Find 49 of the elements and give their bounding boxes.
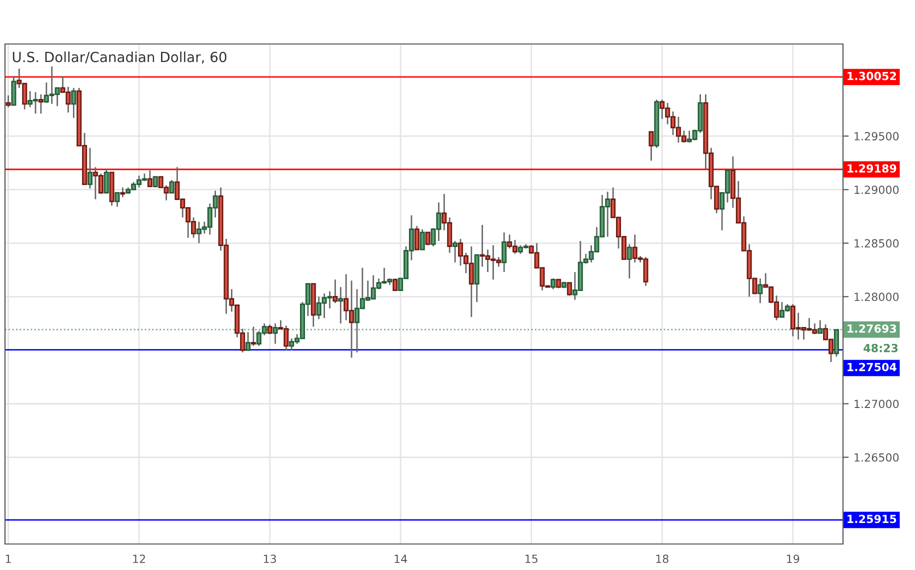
candlestick	[332, 278, 338, 304]
candlestick	[38, 94, 44, 114]
y-tick-label: 1.26500	[854, 453, 899, 462]
candlestick	[502, 232, 507, 273]
candlestick	[114, 192, 120, 208]
y-tick-label: 1.27000	[854, 400, 899, 408]
chart-title: U.S. Dollar/Canadian Dollar, 60	[12, 52, 226, 64]
candlestick	[88, 147, 92, 190]
candlestick	[120, 186, 126, 198]
y-tick-label: 1.29000	[854, 186, 899, 194]
candlestick	[414, 225, 420, 250]
candlestick	[452, 240, 458, 264]
candlestick	[147, 170, 152, 188]
candlestick	[246, 331, 250, 351]
ref-line-label: 1.25915	[848, 514, 896, 524]
candlestick	[169, 179, 174, 194]
candlestick	[420, 228, 425, 250]
candlestick	[425, 232, 430, 246]
candlestick	[71, 87, 76, 119]
candlestick	[338, 286, 344, 324]
candlestick	[272, 322, 278, 344]
candlestick	[818, 320, 823, 334]
ref-line-label: 1.30052	[848, 72, 896, 80]
x-tick-label: 19	[787, 554, 800, 564]
x-tick-label: 15	[525, 554, 538, 564]
candlestick	[104, 168, 109, 194]
candlestick	[550, 278, 556, 290]
ref-line-label: 1.27504	[848, 362, 896, 372]
y-tick-label: 1.29500	[854, 132, 899, 140]
candlestick	[152, 176, 158, 188]
x-tick-label: 18	[656, 554, 668, 564]
x-tick-label: 14	[394, 554, 408, 563]
candlestick	[758, 278, 763, 304]
x-tick-label: 1	[6, 554, 11, 563]
ref-line-label: 1.29189	[848, 164, 896, 173]
candlestick	[6, 94, 11, 108]
y-tick-label: 1.28000	[854, 292, 899, 302]
x-tick-label: 13	[264, 554, 276, 564]
ref-line-label: 1.27693	[848, 324, 896, 333]
candlestick	[834, 329, 839, 358]
candlestick	[648, 131, 654, 162]
candlestick	[392, 278, 398, 291]
candlestick	[11, 75, 16, 106]
candlestick	[250, 326, 256, 347]
y-tick-label: 1.28500	[854, 239, 899, 248]
x-tick-label: 12	[133, 554, 145, 563]
candlestick	[566, 282, 572, 296]
candlestick	[626, 244, 632, 280]
text: 48:23	[864, 344, 898, 352]
